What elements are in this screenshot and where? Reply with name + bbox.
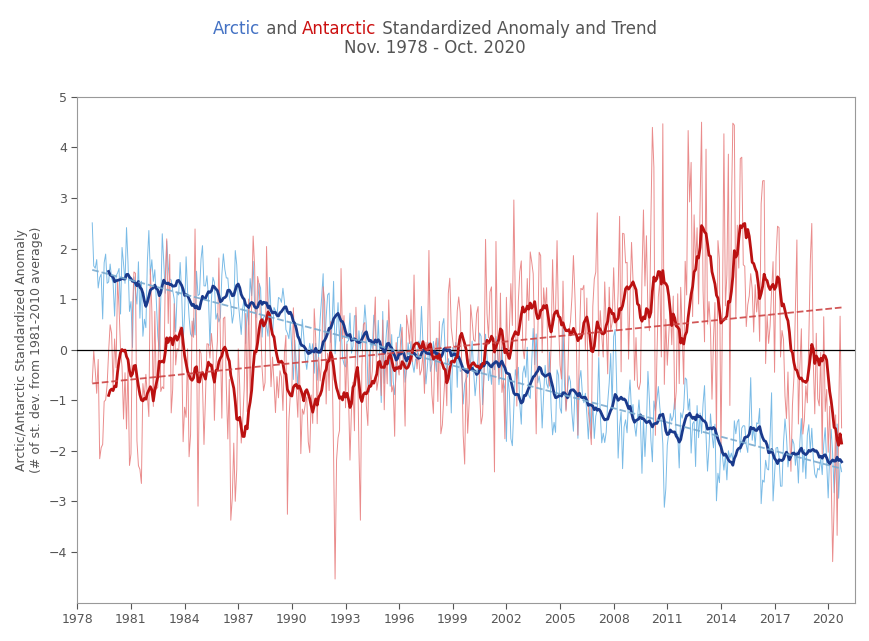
Text: Nov. 1978 - Oct. 2020: Nov. 1978 - Oct. 2020 [344, 39, 525, 57]
Text: and: and [261, 20, 302, 38]
Text: Standardized Anomaly and Trend: Standardized Anomaly and Trend [376, 20, 656, 38]
Y-axis label: Arctic/Antarctic Standardized Anomaly
(# of st. dev. from 1981-2010 average): Arctic/Antarctic Standardized Anomaly (#… [15, 226, 43, 473]
Text: Antarctic: Antarctic [302, 20, 376, 38]
Text: Arctic: Arctic [213, 20, 261, 38]
